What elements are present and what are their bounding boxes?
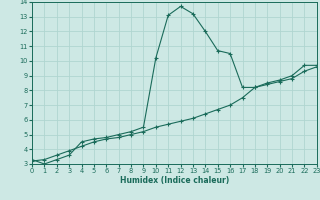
X-axis label: Humidex (Indice chaleur): Humidex (Indice chaleur): [120, 176, 229, 185]
